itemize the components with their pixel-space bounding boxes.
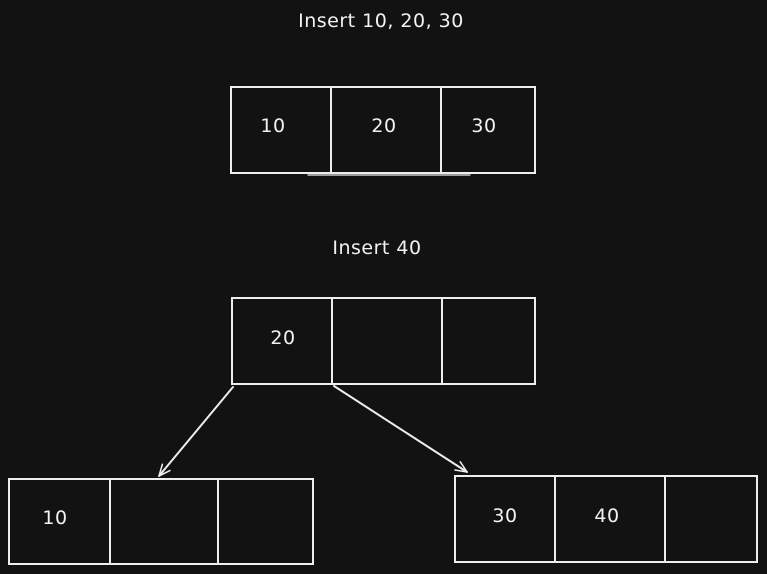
node-left-key-1: 10 [42,507,68,529]
node-full-key-1: 10 [260,115,286,137]
node-full-key-3: 30 [471,115,497,137]
node-left-outline [8,478,314,565]
node-full-outline [230,86,536,174]
step-2-title: Insert 40 [332,237,422,259]
node-root-key-1: 20 [270,327,296,349]
node-root-outline [231,297,536,385]
step-1-title: Insert 10, 20, 30 [298,10,464,32]
node-right-child [454,475,758,563]
node-right-key-2: 40 [594,505,620,527]
node-full-key-2: 20 [371,115,397,137]
node-right-key-1: 30 [492,505,518,527]
arrow-to-right-child [333,385,468,473]
node-left-child [8,478,314,565]
node-full [230,86,536,176]
arrow-to-left-child [158,386,234,477]
node-right-outline [454,475,758,563]
node-root [231,297,536,385]
